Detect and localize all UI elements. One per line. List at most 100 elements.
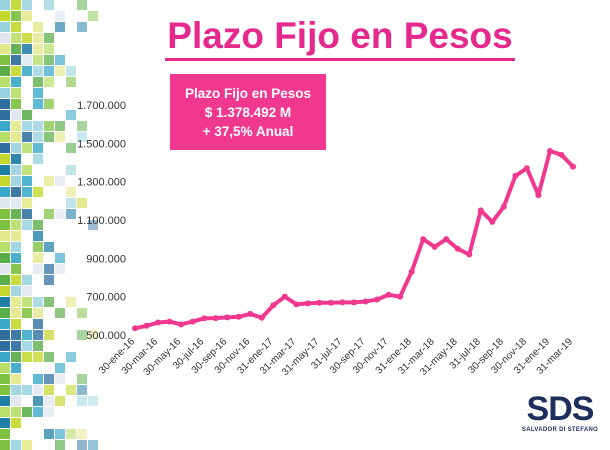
mosaic-tile [44,55,54,65]
mosaic-tile [11,176,21,186]
x-axis: 30-ene-1630-mar-1630-may-1630-jul-1630-s… [97,336,575,378]
plot-area [132,148,576,332]
mosaic-tile [44,209,54,219]
mosaic-tile [33,319,43,329]
mosaic-tile [55,363,65,373]
mosaic-tile [11,440,21,450]
mosaic-tile [77,308,87,318]
mosaic-tile [33,231,43,241]
mosaic-tile [0,385,10,395]
mosaic-tile [0,319,10,329]
mosaic-tile [22,165,32,175]
mosaic-tile [33,407,43,417]
mosaic-tile [33,66,43,76]
mosaic-tile [44,77,54,87]
mosaic-tile [11,22,21,32]
data-point [431,243,438,250]
mosaic-tile [0,407,10,417]
mosaic-tile [66,77,76,87]
mosaic-tile [44,121,54,131]
data-point [454,245,461,252]
mosaic-tile [22,11,32,21]
data-point [166,318,173,325]
data-point [362,298,369,305]
mosaic-tile [44,407,54,417]
mosaic-tile [22,341,32,351]
mosaic-tile [11,396,21,406]
mosaic-tile [22,407,32,417]
mosaic-tile [0,11,10,21]
mosaic-tile [77,374,87,384]
mosaic-tile [88,440,98,450]
mosaic-tile [33,143,43,153]
data-point [143,322,150,329]
callout-rate: + 37,5% Anual [202,123,294,139]
mosaic-tile [77,330,87,340]
data-point [570,163,576,170]
mosaic-tile [11,44,21,54]
mosaic-tile [22,176,32,186]
mosaic-tile [33,374,43,384]
mosaic-tile [0,77,10,87]
y-tick-label: 900.000 [86,253,126,265]
data-point [558,151,565,158]
y-tick-label: 500.000 [86,330,126,342]
mosaic-tile [0,253,10,263]
mosaic-tile [77,0,87,10]
data-point [293,301,300,308]
mosaic-tile [11,374,21,384]
data-point [224,314,231,321]
mosaic-tile [0,440,10,450]
mosaic-tile [33,264,43,274]
data-point [339,299,346,306]
mosaic-tile [77,385,87,395]
mosaic-tile [55,132,65,142]
mosaic-tile [22,330,32,340]
mosaic-tile [33,341,43,351]
mosaic-tile [11,209,21,219]
mosaic-tile [88,11,98,21]
mosaic-tile [33,121,43,131]
mosaic-tile [55,396,65,406]
mosaic-tile [0,187,10,197]
mosaic-tile [0,231,10,241]
mosaic-tile [33,396,43,406]
data-point [443,236,450,243]
y-tick-label: 700.000 [86,292,126,304]
mosaic-tile [33,33,43,43]
mosaic-tile [44,385,54,395]
mosaic-tile [66,143,76,153]
mosaic-tile [0,165,10,175]
mosaic-tile [22,209,32,219]
mosaic-tile [0,176,10,186]
mosaic-tile [0,198,10,208]
mosaic-tile [44,429,54,439]
mosaic-tile [0,66,10,76]
y-tick-label: 1.500.000 [77,138,126,150]
mosaic-tile [0,264,10,274]
mosaic-tile [0,220,10,230]
mosaic-tile [55,374,65,384]
mosaic-tile [0,99,10,109]
decorative-mosaic [0,0,98,450]
mosaic-tile [22,220,32,230]
data-point [304,300,311,307]
data-point [327,299,334,306]
mosaic-tile [55,308,65,318]
y-tick-label: 1.100.000 [77,215,126,227]
mosaic-tile [77,121,87,131]
mosaic-tile [77,132,87,142]
mosaic-tile [66,297,76,307]
mosaic-tile [11,220,21,230]
data-point [397,293,404,300]
data-point [489,218,496,225]
mosaic-tile [0,154,10,164]
mosaic-tile [44,99,54,109]
mosaic-tile [11,132,21,142]
mosaic-tile [11,264,21,274]
mosaic-tile [22,385,32,395]
callout-title: Plazo Fijo en Pesos [184,85,312,101]
mosaic-tile [11,110,21,120]
mosaic-tile [55,66,65,76]
